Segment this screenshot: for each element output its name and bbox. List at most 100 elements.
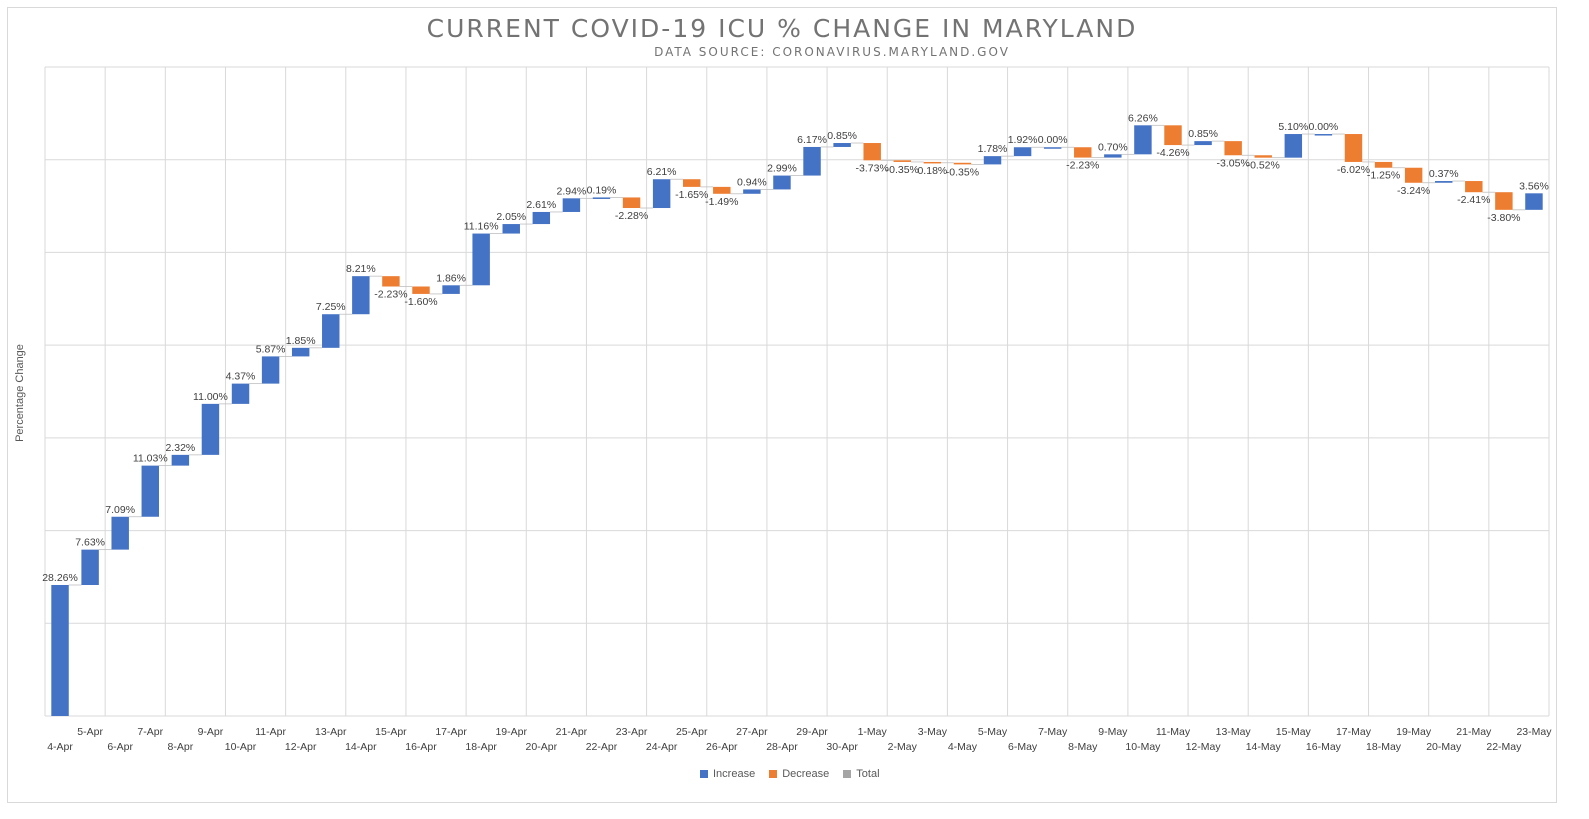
bar-10-Apr (231, 383, 250, 404)
data-label: 5.87% (256, 343, 286, 355)
data-label: -0.35% (946, 166, 979, 178)
data-label: -0.35% (886, 164, 919, 176)
data-label: -3.80% (1487, 212, 1520, 224)
x-tick-label: 6-Apr (107, 741, 133, 753)
bar-16-May (1314, 134, 1333, 136)
bar-9-Apr (201, 403, 220, 455)
chart-title: CURRENT COVID-19 ICU % CHANGE IN MARYLAN… (426, 14, 1138, 43)
bar-1-May (863, 143, 881, 161)
x-tick-label: 13-May (1216, 726, 1252, 738)
data-label: 5.10% (1278, 121, 1308, 133)
bar-23-Apr (622, 197, 641, 209)
data-label: -2.28% (615, 210, 648, 222)
bar-4-May (953, 162, 972, 165)
x-tick-label: 9-Apr (198, 726, 224, 738)
bar-2-May (893, 160, 912, 162)
x-tick-label: 17-May (1336, 726, 1372, 738)
data-label: -6.02% (1337, 164, 1370, 176)
x-tick-label: 18-Apr (465, 741, 497, 753)
bar-18-May (1374, 161, 1393, 168)
bar-29-Apr (803, 146, 821, 176)
x-tick-label: 19-May (1396, 726, 1432, 738)
data-label: 3.56% (1519, 180, 1549, 192)
x-tick-label: 23-May (1516, 726, 1552, 738)
data-label: 2.05% (496, 211, 526, 223)
legend: Increase Decrease Total (700, 768, 880, 780)
bar-20-May (1434, 181, 1453, 183)
data-label: 6.26% (1128, 112, 1158, 124)
bar-17-May (1344, 134, 1363, 162)
bar-19-May (1404, 167, 1423, 183)
data-label: 11.00% (193, 391, 228, 403)
x-tick-label: 7-Apr (137, 726, 163, 738)
x-tick-label: 29-Apr (796, 726, 828, 738)
bar-7-May (1043, 147, 1062, 149)
data-label: 0.85% (1188, 128, 1218, 140)
bar-15-May (1284, 134, 1303, 158)
x-tick-label: 24-Apr (646, 741, 678, 753)
bar-18-Apr (472, 233, 490, 286)
x-tick-label: 1-May (858, 726, 888, 738)
x-tick-label: 17-Apr (435, 726, 467, 738)
data-label: 0.00% (1309, 121, 1339, 133)
bar-12-May (1194, 141, 1212, 146)
x-tick-label: 22-May (1486, 741, 1522, 753)
x-tick-label: 8-May (1068, 741, 1098, 753)
x-tick-label: 20-Apr (526, 741, 558, 753)
bar-25-Apr (682, 179, 701, 187)
x-tick-label: 18-May (1366, 741, 1402, 753)
x-tick-label: 12-May (1186, 741, 1222, 753)
bar-23-May (1525, 193, 1543, 210)
x-tick-label: 4-May (948, 741, 978, 753)
bar-12-Apr (291, 347, 310, 357)
bar-28-Apr (773, 175, 791, 190)
x-tick-label: 27-Apr (736, 726, 768, 738)
x-tick-label: 14-Apr (345, 741, 377, 753)
bar-11-Apr (261, 356, 280, 384)
data-label: 0.94% (737, 176, 767, 188)
x-tick-label: 5-May (978, 726, 1008, 738)
x-tick-label: 22-Apr (586, 741, 618, 753)
x-tick-label: 2-May (888, 741, 918, 753)
data-label: -1.60% (404, 296, 437, 308)
data-label: 0.00% (1038, 134, 1068, 146)
x-tick-label: 3-May (918, 726, 948, 738)
bar-6-Apr (111, 516, 129, 550)
data-label: -3.73% (856, 162, 889, 174)
bar-21-Apr (562, 198, 581, 212)
x-tick-label: 13-Apr (315, 726, 347, 738)
data-label: -2.41% (1457, 194, 1490, 206)
gridlines (44, 66, 1550, 717)
legend-swatch-decrease (769, 770, 778, 778)
x-tick-label: 7-May (1038, 726, 1068, 738)
data-label: 0.37% (1429, 168, 1459, 180)
x-tick-label: 25-Apr (676, 726, 708, 738)
data-label: -3.24% (1397, 185, 1430, 197)
x-tick-label: 23-Apr (616, 726, 648, 738)
data-label: 1.92% (1008, 134, 1038, 146)
x-tick-label: 11-May (1156, 726, 1191, 738)
data-label: -4.26% (1156, 147, 1189, 159)
x-tick-label: 19-Apr (495, 726, 527, 738)
data-label: 4.37% (226, 371, 256, 383)
x-tick-label: 6-May (1008, 741, 1038, 753)
bar-8-May (1074, 147, 1092, 158)
data-label: 11.03% (133, 453, 168, 465)
x-tick-label: 4-Apr (47, 741, 73, 753)
x-tick-label: 11-Apr (255, 726, 286, 738)
connector-lines (68, 124, 1526, 586)
data-label: 0.70% (1098, 141, 1128, 153)
data-label: 2.99% (767, 163, 797, 175)
legend-swatch-increase (700, 770, 708, 778)
x-tick-label: 8-Apr (168, 741, 194, 753)
x-tick-label: 10-Apr (225, 741, 257, 753)
legend-label-decrease: Decrease (782, 768, 830, 780)
data-label: 2.32% (165, 442, 195, 454)
bar-7-Apr (141, 465, 160, 517)
bar-21-May (1465, 181, 1483, 193)
bar-13-Apr (322, 314, 340, 348)
x-tick-label: 26-Apr (706, 741, 738, 753)
x-tick-label: 15-May (1276, 726, 1312, 738)
